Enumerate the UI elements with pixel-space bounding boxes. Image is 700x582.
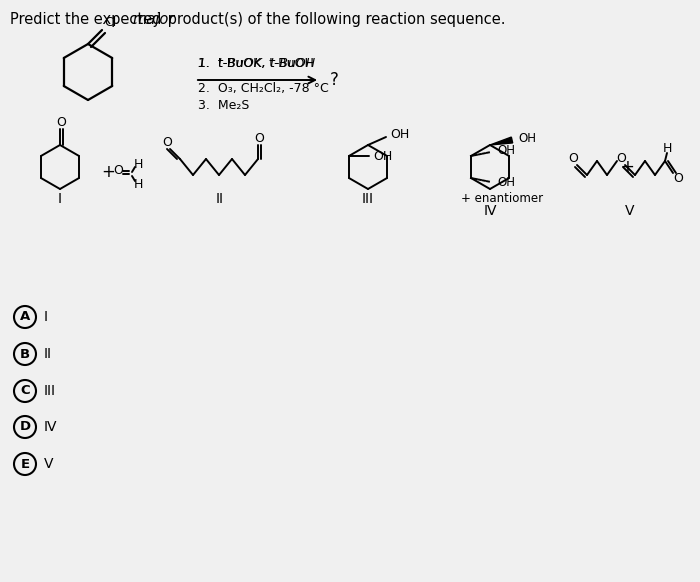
Text: II: II xyxy=(44,347,52,361)
Text: OH: OH xyxy=(518,133,536,146)
Text: V: V xyxy=(625,204,635,218)
Text: I: I xyxy=(44,310,48,324)
Text: O: O xyxy=(162,136,172,148)
Text: O: O xyxy=(568,152,578,165)
Text: OH: OH xyxy=(497,176,515,190)
Text: II: II xyxy=(216,192,224,206)
Text: D: D xyxy=(20,421,31,434)
Text: E: E xyxy=(20,457,29,470)
Text: H: H xyxy=(662,143,672,155)
Text: O: O xyxy=(56,116,66,130)
Text: 3.  Me₂S: 3. Me₂S xyxy=(198,99,249,112)
Text: O: O xyxy=(254,133,264,146)
Text: IV: IV xyxy=(44,420,57,434)
Text: A: A xyxy=(20,311,30,324)
Text: III: III xyxy=(362,192,374,206)
Text: H: H xyxy=(133,158,143,171)
Text: +: + xyxy=(101,163,115,181)
Text: H: H xyxy=(133,178,143,190)
Polygon shape xyxy=(490,137,512,145)
Text: OH: OH xyxy=(390,129,410,141)
Text: ?: ? xyxy=(330,71,339,89)
Text: IV: IV xyxy=(483,204,497,218)
Text: O: O xyxy=(616,152,626,165)
Text: OH: OH xyxy=(373,150,392,162)
Text: V: V xyxy=(44,457,53,471)
Text: + enantiomer: + enantiomer xyxy=(461,193,543,205)
Text: Predict the expected: Predict the expected xyxy=(10,12,166,27)
Text: +: + xyxy=(620,158,634,176)
Text: 2.  O₃, CH₂Cl₂, -78 °C: 2. O₃, CH₂Cl₂, -78 °C xyxy=(198,82,329,95)
Text: Cl: Cl xyxy=(104,16,116,29)
Text: III: III xyxy=(44,384,56,398)
Text: OH: OH xyxy=(497,144,515,158)
Text: major: major xyxy=(133,12,175,27)
Text: B: B xyxy=(20,347,30,360)
Text: C: C xyxy=(20,385,30,398)
Text: 1.  t-BuOK, t-BuOH: 1. t-BuOK, t-BuOH xyxy=(198,58,315,70)
Text: I: I xyxy=(58,192,62,206)
Text: 1.  t-BuOK, t-BuOH: 1. t-BuOK, t-BuOH xyxy=(198,58,314,70)
Text: O: O xyxy=(113,164,123,176)
Text: product(s) of the following reaction sequence.: product(s) of the following reaction seq… xyxy=(163,12,505,27)
Text: O: O xyxy=(673,172,683,186)
